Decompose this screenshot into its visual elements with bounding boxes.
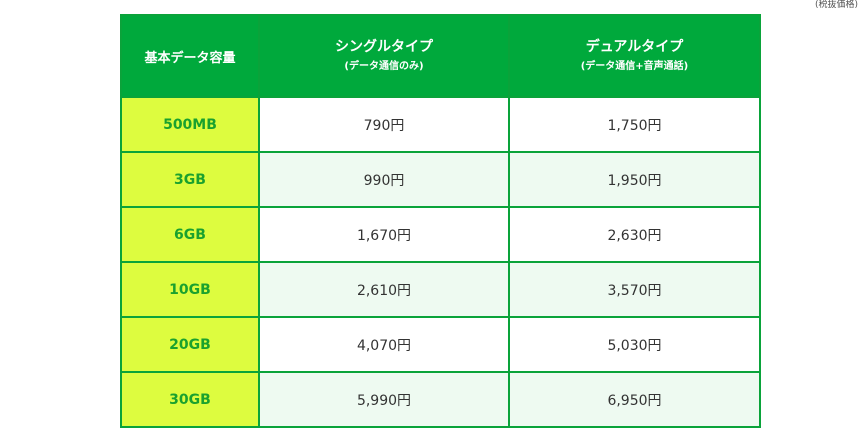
table-header-row: 基本データ容量 シングルタイプ (データ通信のみ) デュアルタイプ (データ通信… [120, 14, 761, 98]
pricing-table: 基本データ容量 シングルタイプ (データ通信のみ) デュアルタイプ (データ通信… [120, 14, 761, 428]
row-single-price: 4,070円 [258, 316, 510, 373]
row-dual-price: 2,630円 [508, 206, 761, 263]
row-capacity: 500MB [120, 96, 260, 153]
row-single-price: 990円 [258, 151, 510, 208]
header-single-title: シングルタイプ [335, 39, 433, 55]
header-dual-sub: (データ通信+音声通話) [580, 61, 689, 72]
header-single-type: シングルタイプ (データ通信のみ) [258, 14, 510, 98]
table-row: 3GB 990円 1,950円 [120, 151, 761, 208]
tax-note: (税抜価格) [814, 0, 858, 10]
row-single-price: 5,990円 [258, 371, 510, 428]
row-dual-price: 1,950円 [508, 151, 761, 208]
table-row: 10GB 2,610円 3,570円 [120, 261, 761, 318]
row-single-price: 1,670円 [258, 206, 510, 263]
header-dual-type: デュアルタイプ (データ通信+音声通話) [508, 14, 761, 98]
row-dual-price: 1,750円 [508, 96, 761, 153]
header-capacity: 基本データ容量 [120, 14, 260, 98]
row-single-price: 790円 [258, 96, 510, 153]
row-capacity: 10GB [120, 261, 260, 318]
row-dual-price: 5,030円 [508, 316, 761, 373]
table-row: 20GB 4,070円 5,030円 [120, 316, 761, 373]
row-capacity: 20GB [120, 316, 260, 373]
row-dual-price: 3,570円 [508, 261, 761, 318]
header-single-sub: (データ通信のみ) [344, 61, 424, 72]
row-single-price: 2,610円 [258, 261, 510, 318]
table-row: 6GB 1,670円 2,630円 [120, 206, 761, 263]
row-dual-price: 6,950円 [508, 371, 761, 428]
header-dual-title: デュアルタイプ [585, 39, 684, 55]
table-row: 30GB 5,990円 6,950円 [120, 371, 761, 428]
row-capacity: 6GB [120, 206, 260, 263]
row-capacity: 30GB [120, 371, 260, 428]
table-row: 500MB 790円 1,750円 [120, 96, 761, 153]
row-capacity: 3GB [120, 151, 260, 208]
